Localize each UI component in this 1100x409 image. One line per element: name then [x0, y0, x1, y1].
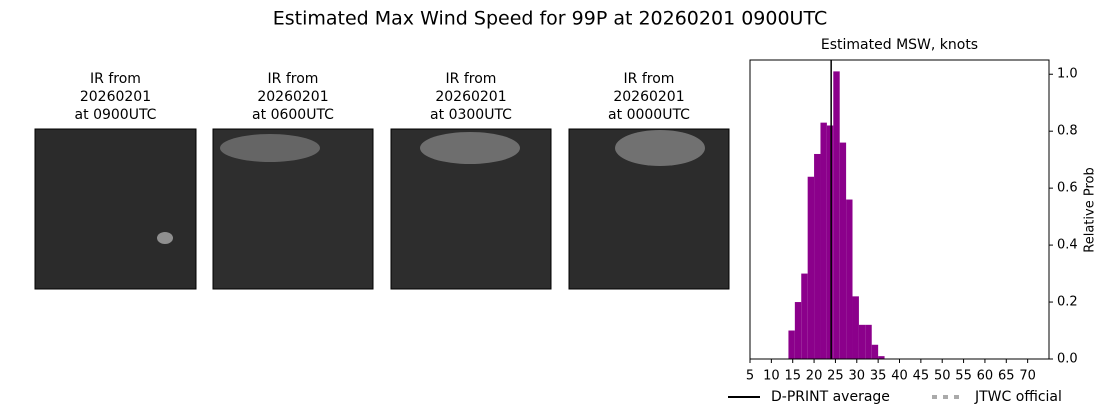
x-tick-label: 20: [806, 369, 823, 384]
x-tick-label: 5: [746, 369, 754, 384]
bar: [807, 176, 815, 359]
cloud: [220, 134, 320, 162]
bar: [820, 122, 827, 360]
panel-title: at 0900UTC: [75, 107, 157, 123]
y-tick-label: 0.8: [1057, 124, 1078, 139]
x-tick-label: 30: [849, 369, 866, 384]
x-tick-label: 45: [913, 369, 930, 384]
bar: [833, 71, 840, 359]
x-tick-label: 10: [763, 369, 780, 384]
x-tick-label: 60: [977, 369, 994, 384]
bar: [788, 330, 795, 359]
panel-title: IR from: [90, 71, 141, 87]
panel-title: IR from: [624, 71, 675, 87]
panel-title: 20260201: [435, 89, 506, 105]
bar: [858, 324, 866, 359]
x-tick-label: 70: [1019, 369, 1036, 384]
panel-title: at 0300UTC: [430, 107, 512, 123]
ir-image: [34, 128, 197, 290]
y-tick-label: 0.4: [1057, 238, 1078, 253]
x-tick-label: 35: [870, 369, 887, 384]
panel-title: 20260201: [80, 89, 151, 105]
x-tick-label: 40: [891, 369, 908, 384]
bar: [801, 273, 808, 359]
figure-title: Estimated Max Wind Speed for 99P at 2026…: [273, 8, 827, 30]
panel-title: at 0000UTC: [608, 107, 690, 123]
bar: [878, 356, 885, 359]
x-tick-label: 15: [784, 369, 801, 384]
x-tick-label: 65: [998, 369, 1015, 384]
bar: [826, 125, 834, 359]
panel-title: at 0600UTC: [252, 107, 334, 123]
bar: [839, 142, 847, 359]
bar: [871, 344, 879, 359]
panel-title: 20260201: [613, 89, 684, 105]
x-tick-label: 25: [827, 369, 844, 384]
y-tick-label: 0.6: [1057, 181, 1078, 196]
x-tick-label: 50: [934, 369, 951, 384]
bar: [846, 199, 853, 359]
bar: [814, 153, 821, 359]
x-tick-label: 55: [955, 369, 972, 384]
legend-label: D-PRINT average: [771, 389, 890, 405]
y-tick-label: 0.0: [1057, 352, 1078, 367]
cloud: [157, 232, 173, 244]
panel-title: IR from: [268, 71, 319, 87]
chart-title: Estimated MSW, knots: [821, 37, 978, 53]
legend-label: JTWC official: [974, 389, 1062, 405]
y-axis-label: Relative Prob: [1083, 167, 1098, 252]
panel-title: 20260201: [257, 89, 328, 105]
bar: [794, 302, 802, 359]
bar: [865, 324, 872, 359]
cloud: [420, 132, 520, 164]
panel-title: IR from: [446, 71, 497, 87]
y-tick-label: 0.2: [1057, 295, 1078, 310]
y-tick-label: 1.0: [1057, 67, 1078, 82]
bar: [852, 296, 859, 359]
cloud: [615, 130, 705, 166]
